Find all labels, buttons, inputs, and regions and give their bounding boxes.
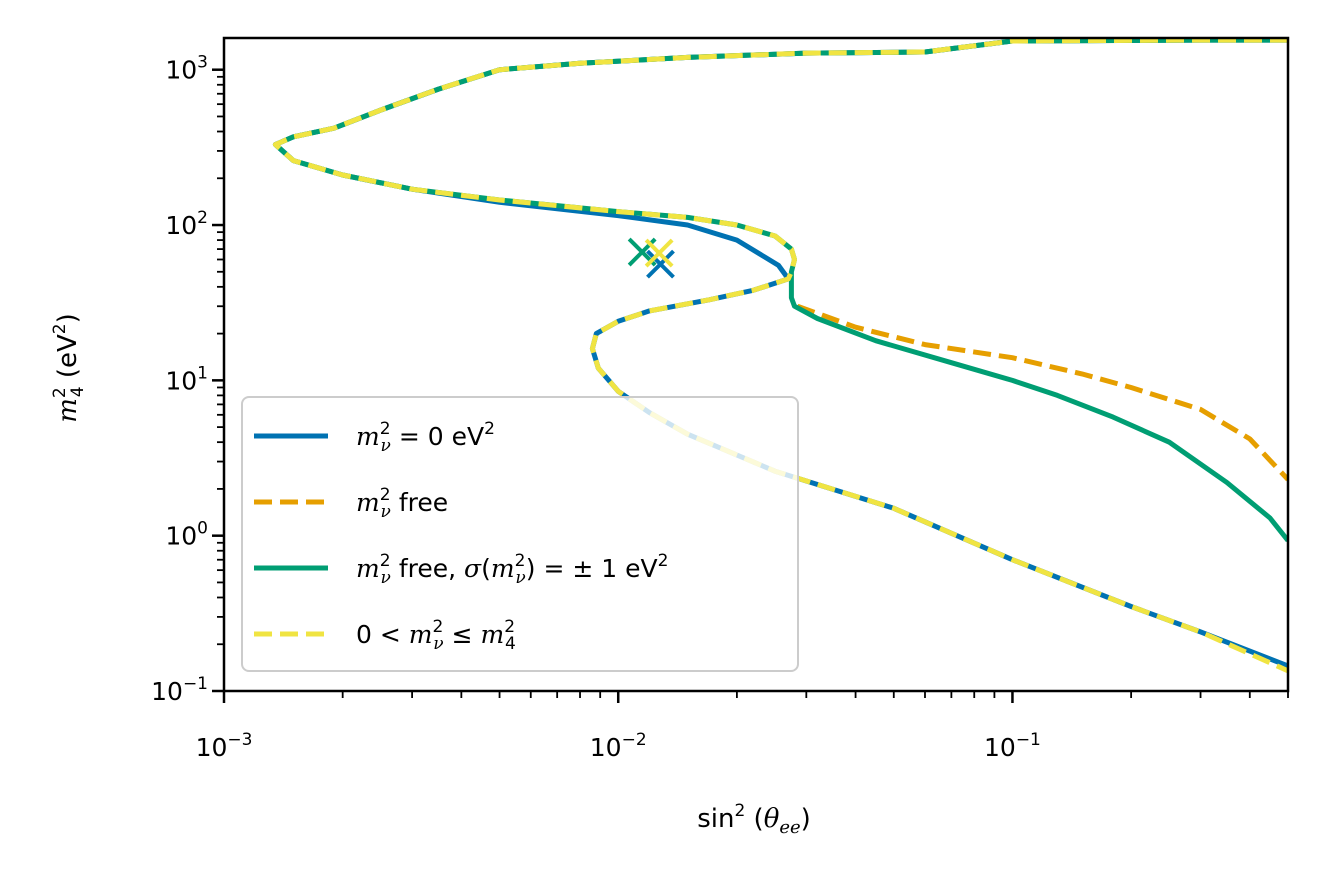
y-tick-label-1: 100: [165, 519, 208, 551]
y-tick-label-2: 101: [165, 363, 208, 395]
legend-label-free-constrained: m2 ν free, σ(m2 ν) = ± 1 eV2: [356, 551, 668, 588]
legend-label-free: m2 ν free: [356, 485, 448, 522]
legend: m2 ν = 0 eV2 m2 ν free m2 ν free, σ(m2 ν) = …: [241, 396, 799, 672]
plot-frame: [222, 36, 1290, 693]
legend-box: [241, 396, 799, 672]
y-axis-label: m24 (eV2): [50, 313, 88, 423]
y-axis: 10−1 100 101 102 103: [151, 53, 224, 706]
marker-layer: [627, 237, 675, 279]
x-axis: 10−3 10−2 10−1: [196, 691, 1289, 762]
series-line-1-0: [796, 303, 1288, 482]
best-fit-marker-0: [646, 249, 675, 279]
legend-label-bounded: 0 < m2 ν ≤ m2 4: [356, 617, 516, 654]
x-tick-label-2: 10−1: [984, 730, 1041, 762]
legend-label-massless: m2 ν = 0 eV2: [356, 419, 495, 456]
x-tick-label-1: 10−2: [590, 730, 647, 762]
y-tick-label-4: 103: [165, 53, 208, 85]
y-tick-label-0: 10−1: [151, 674, 208, 706]
x-tick-label-0: 10−3: [196, 730, 253, 762]
best-fit-marker-2: [644, 238, 674, 268]
y-tick-label-3: 102: [165, 208, 208, 240]
